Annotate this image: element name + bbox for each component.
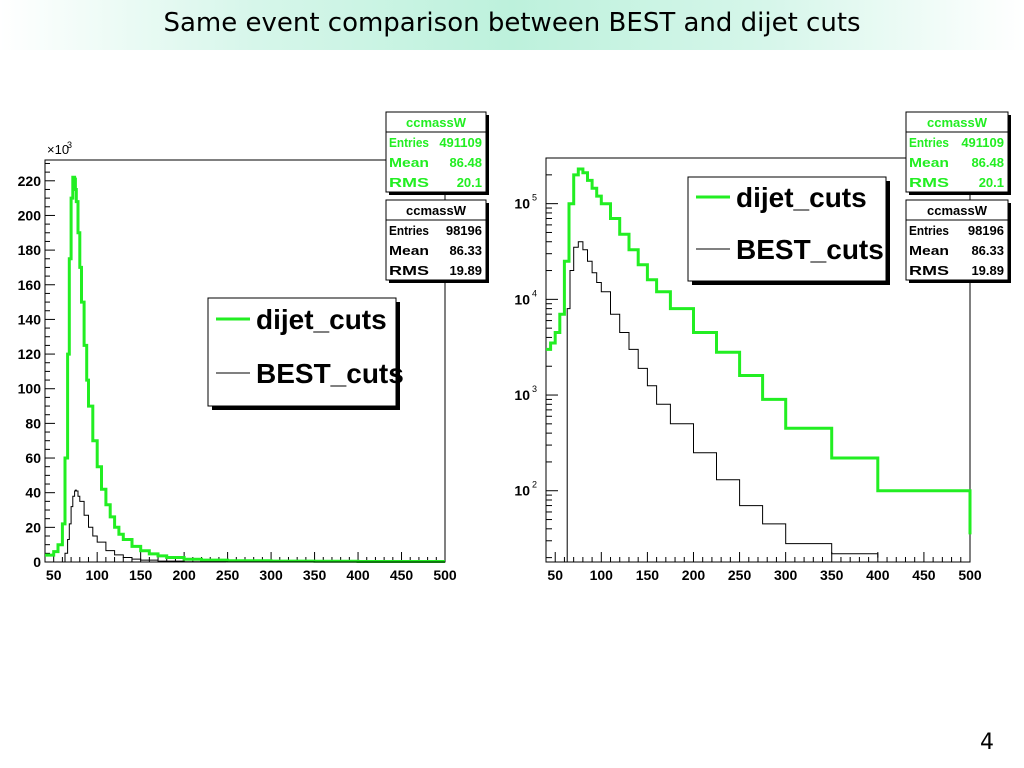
x-tick-label: 150: [636, 567, 660, 583]
legend-entry-0: dijet_cuts: [256, 304, 387, 335]
slide-number: 4: [980, 730, 994, 755]
legend-frame: [687, 176, 887, 282]
legend-entry-0: dijet_cuts: [736, 182, 867, 213]
x-tick-label: 450: [390, 567, 414, 583]
stats-value: 491109: [439, 135, 482, 150]
x-tick-label: 450: [912, 567, 936, 583]
series-best-cuts: [564, 241, 879, 563]
stats-box-frame: [385, 199, 487, 281]
x-tick-label: 500: [433, 567, 457, 583]
stats-label: RMS: [909, 175, 949, 190]
y-tick-label: 220: [18, 173, 42, 189]
x-tick-label: 350: [820, 567, 844, 583]
x-tick-label: 150: [129, 567, 153, 583]
x-tick-label: 400: [346, 567, 370, 583]
x-tick-label: 250: [728, 567, 752, 583]
stats-box-name: ccmassW: [927, 115, 988, 130]
stats-label: Entries: [909, 135, 949, 150]
x-tick-label: 200: [682, 567, 706, 583]
stats-value: 86.48: [971, 155, 1004, 170]
stats-label: Mean: [389, 243, 429, 258]
stats-value: 19.89: [449, 263, 482, 278]
y-tick-label: 10: [514, 387, 530, 403]
stats-box-name: ccmassW: [406, 115, 467, 130]
stats-value: 19.89: [971, 263, 1004, 278]
stats-label: Entries: [389, 135, 429, 150]
x-tick-label: 300: [774, 567, 798, 583]
series-best-cuts: [62, 489, 445, 563]
y-tick-label: 120: [18, 346, 42, 362]
title-bar: Same event comparison between BEST and d…: [0, 0, 1024, 50]
legend: dijet_cuts BEST_cuts: [207, 297, 404, 410]
stats-label: Mean: [909, 243, 949, 258]
y-tick-label: 180: [18, 242, 42, 258]
legend-frame: [207, 297, 397, 407]
stats-label: RMS: [389, 263, 429, 278]
x-tick-label: 50: [46, 567, 62, 583]
series-dijet-cuts: [546, 167, 972, 535]
stats-value: 20.1: [979, 175, 1004, 190]
stats-box-frame: [905, 111, 1009, 193]
stats-box-0: ccmassW Entries 491109 Mean 86.48 RMS 20.1: [385, 111, 489, 195]
legend: dijet_cuts BEST_cuts: [687, 176, 890, 285]
x-tick-label: 300: [259, 567, 283, 583]
stats-label: Entries: [909, 223, 949, 238]
y-tick-label: 60: [25, 450, 41, 466]
x-tick-label: 100: [590, 567, 614, 583]
x-tick-label: 350: [303, 567, 327, 583]
stats-label: Mean: [909, 155, 949, 170]
y-tick-exponent: 4: [532, 288, 537, 298]
y-tick-exponent: 2: [532, 480, 537, 490]
stats-box-name: ccmassW: [927, 203, 988, 218]
x-tick-label: 200: [172, 567, 196, 583]
stats-label: RMS: [909, 263, 949, 278]
x-tick-label: 100: [85, 567, 109, 583]
stats-box-frame: [905, 199, 1009, 281]
stats-box-0: ccmassW Entries 491109 Mean 86.48 RMS 20.1: [905, 111, 1011, 195]
slide-title: Same event comparison between BEST and d…: [163, 8, 861, 38]
y-tick-label: 10: [514, 291, 530, 307]
x-tick-label: 50: [547, 567, 563, 583]
y-tick-label: 140: [18, 311, 42, 327]
y-tick-exponent: 3: [532, 384, 537, 394]
stats-value: 491109: [961, 135, 1004, 150]
y-tick-label: 80: [25, 415, 41, 431]
stats-box-1: ccmassW Entries 98196 Mean 86.33 RMS 19.89: [905, 199, 1011, 283]
y-tick-label: 100: [18, 381, 42, 397]
stats-value: 86.33: [971, 243, 1004, 258]
y-tick-label: 160: [18, 277, 42, 293]
stats-value: 20.1: [457, 175, 482, 190]
y-tick-label: 10: [514, 196, 530, 212]
y-tick-label: 0: [33, 554, 41, 570]
x-tick-label: 250: [216, 567, 240, 583]
legend-entry-1: BEST_cuts: [736, 234, 884, 265]
x-tick-label: 500: [958, 567, 982, 583]
y-multiplier: ×10: [47, 142, 69, 157]
legend-entry-1: BEST_cuts: [256, 358, 404, 389]
stats-value: 98196: [968, 223, 1004, 238]
chart-linear: 0 20 40 60 80 100 120 140 160 180 200 220 50 100 150 20…: [18, 111, 489, 583]
stats-box-name: ccmassW: [406, 203, 467, 218]
y-tick-exponent: 5: [532, 193, 537, 203]
stats-label: Entries: [389, 223, 429, 238]
y-tick-label: 20: [25, 519, 41, 535]
stats-value: 86.48: [449, 155, 482, 170]
stats-value: 86.33: [449, 243, 482, 258]
series-dijet-cuts: [45, 175, 445, 563]
x-tick-label: 400: [866, 567, 890, 583]
y-tick-label: 200: [18, 207, 42, 223]
stats-label: Mean: [389, 155, 429, 170]
y-tick-label: 40: [25, 485, 41, 501]
y-tick-label: 10: [514, 483, 530, 499]
y-multiplier-exponent: 3: [67, 140, 72, 150]
stats-label: RMS: [389, 175, 429, 190]
stats-box-frame: [385, 111, 487, 193]
stats-box-1: ccmassW Entries 98196 Mean 86.33 RMS 19.89: [385, 199, 489, 283]
stats-value: 98196: [446, 223, 482, 238]
